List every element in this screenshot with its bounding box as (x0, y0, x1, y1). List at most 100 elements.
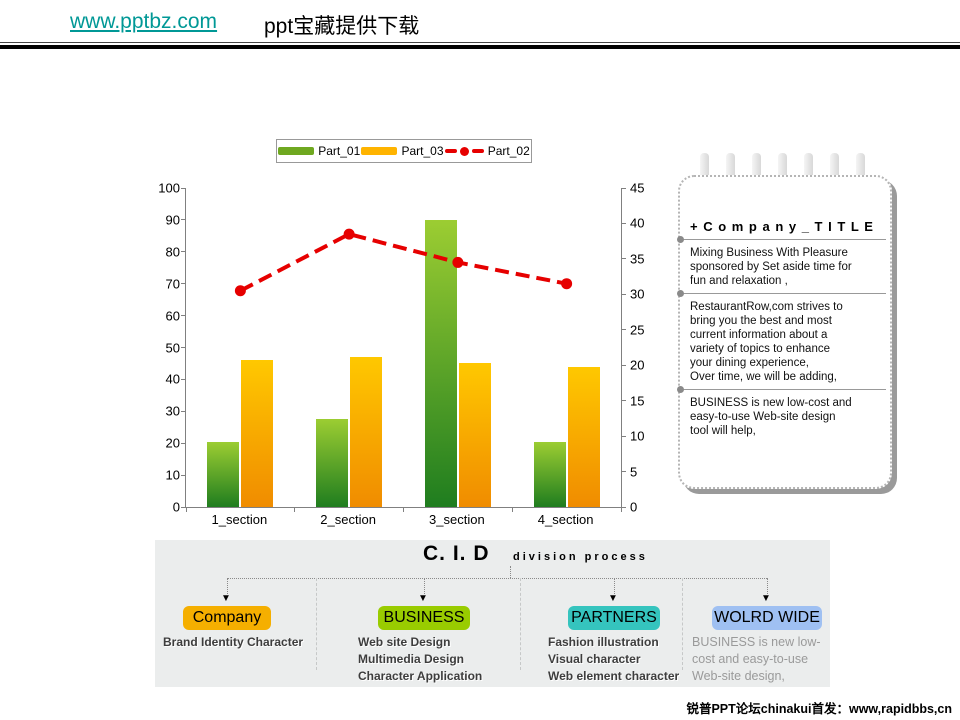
notepad: + C o m p a n y _ T I T L E Mixing Busin… (677, 175, 892, 489)
notepad-text-line: your dining experience, (690, 357, 809, 369)
y-right-tick-label: 35 (630, 251, 645, 267)
process-items: BUSINESS is new low-cost and easy-to-use… (692, 634, 860, 685)
column-separator (682, 578, 683, 670)
site-link[interactable]: www.pptbz.com (70, 10, 218, 33)
y-right-tick-label: 30 (630, 286, 645, 302)
connector-drop (614, 578, 615, 594)
process-box-business: BUSINESS (378, 606, 470, 630)
bar-Part_01-1_section (207, 441, 240, 507)
header-rule-thick (0, 45, 960, 49)
plot-area (181, 187, 626, 512)
notepad-paragraph: RestaurantRow,com strives to bring you th… (690, 300, 882, 384)
process-items: Brand Identity Character (163, 634, 309, 651)
process-item: BUSINESS is new low- (692, 635, 821, 649)
y-right-tick-label: 15 (630, 393, 645, 409)
process-box-partners: PARTNERS (568, 606, 660, 630)
process-box-wolrd-wide: WOLRD WIDE (712, 606, 822, 630)
legend-item-Part_03: Part_03 (361, 144, 444, 158)
bullet-dot-icon (677, 236, 684, 243)
y-right-tick-mark (622, 329, 626, 331)
y-right-tick-mark (622, 400, 626, 402)
notepad-divider (677, 236, 886, 243)
process-item: Fashion illustration (548, 635, 659, 649)
dash-icon (444, 149, 457, 153)
legend-label: Part_01 (318, 144, 361, 158)
x-category-label: 2_section (320, 512, 376, 527)
bar-Part_01-4_section (533, 441, 566, 507)
bar-Part_03-2_section (350, 357, 383, 507)
y-left-tick-mark (181, 251, 185, 253)
process-box-label: PARTNERS (571, 609, 657, 626)
process-item: Web site Design (358, 635, 451, 649)
bullet-dot-icon (677, 386, 684, 393)
Part_03-swatch-icon (361, 147, 398, 155)
legend-label: Part_03 (401, 144, 444, 158)
notepad-text-line: bring you the best and most (690, 315, 832, 327)
notepad-paragraph: Mixing Business With Pleasure sponsored b… (690, 246, 882, 288)
legend-label: Part_02 (487, 144, 530, 158)
Part_01-swatch-icon (278, 147, 315, 155)
y-left-tick-mark (181, 315, 185, 317)
connector-horizontal (227, 578, 767, 579)
x-tick-mark (294, 508, 296, 512)
y-left-tick-label: 30 (165, 403, 180, 419)
bar-Part_03-3_section (458, 363, 491, 507)
process-item: Character Application (358, 669, 483, 683)
y-right-tick-mark (622, 258, 626, 260)
y-right-tick-label: 45 (630, 180, 645, 196)
y-left-tick-mark (181, 347, 185, 348)
x-category-label: 3_section (429, 512, 485, 527)
x-tick-mark (403, 508, 404, 512)
y-axis-right: 0 5 10 15 20 25 30 35 40 45 (630, 181, 664, 515)
y-left-tick-mark (181, 410, 185, 412)
process-subtitle: division process (513, 551, 648, 563)
y-left-tick-label: 60 (165, 308, 180, 324)
notepad-text-line: current information about a (690, 329, 828, 341)
y-left-tick-mark (181, 283, 185, 285)
x-tick-mark (511, 508, 513, 512)
process-item: Web element character (548, 669, 680, 683)
notepad-title: + C o m p a n y _ T I T L E (690, 219, 874, 234)
process-item: Brand Identity Character (163, 635, 304, 649)
process-title: C. I. D (423, 542, 490, 565)
process-items: Fashion illustration Visual character Web … (548, 634, 698, 685)
column-separator (520, 578, 521, 670)
process-box-company: Company (183, 606, 271, 630)
process-box-label: BUSINESS (383, 609, 465, 626)
y-right-tick-mark (622, 506, 626, 508)
legend-item-Part_01: Part_01 (278, 144, 360, 158)
y-right-tick-mark (622, 364, 626, 366)
notepad-text-line: RestaurantRow,com strives to (690, 301, 843, 313)
x-category-label: 4_section (537, 512, 594, 527)
notepad-text-line: fun and relaxation , (690, 275, 788, 287)
y-right-tick-mark (622, 471, 626, 473)
notepad-sections: Mixing Business With Pleasure sponsored b… (677, 236, 886, 438)
column-separator (316, 578, 317, 670)
dot-icon (459, 146, 469, 156)
x-category-label: 1_section (211, 512, 268, 527)
notepad-divider (677, 386, 886, 393)
y-left-tick-mark (181, 442, 185, 444)
process-item: Visual character (548, 652, 641, 666)
notepad-paragraph: BUSINESS is new low-cost and easy-to-use … (690, 396, 882, 438)
process-items: Web site Design Multimedia Design Characte… (358, 634, 508, 685)
bar-Part_03-4_section (567, 366, 600, 507)
bar-Part_03-1_section (241, 360, 274, 507)
notepad-text-line: BUSINESS is new low-cost and (690, 397, 852, 409)
notepad-text-line: tool will help, (690, 425, 756, 437)
y-left-tick-mark (181, 378, 185, 380)
connector-drop (424, 578, 425, 594)
process-item: Multimedia Design (358, 652, 465, 666)
y-left-tick-label: 80 (165, 244, 180, 260)
y-left-tick-mark (181, 187, 185, 189)
y-left-tick-label: 100 (158, 180, 180, 196)
notepad-text-line: Mixing Business With Pleasure (690, 247, 848, 259)
bar-Part_01-3_section (424, 219, 457, 507)
y-right-tick-label: 10 (630, 428, 645, 444)
header-rule-thin (0, 42, 960, 43)
Part_02-line-icon (444, 146, 484, 156)
arrow-down-icon: ▼ (761, 593, 771, 604)
x-tick-mark (185, 508, 187, 512)
y-left-tick-label: 70 (165, 276, 180, 292)
y-left-tick-label: 50 (165, 340, 180, 355)
